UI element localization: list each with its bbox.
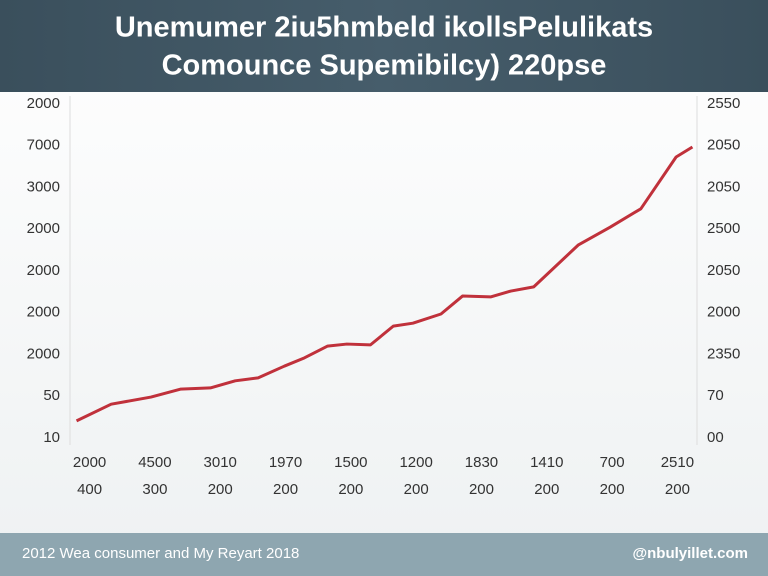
y2-tick-label: 2550: [707, 95, 740, 112]
footer-text: 2012 Wea consumer and My Reyart 2018: [22, 545, 299, 562]
x-tick-sublabel: 200: [404, 481, 429, 498]
y2-tick-label: 2000: [707, 304, 740, 321]
x-tick-label: 1970: [269, 454, 302, 471]
x-tick-sublabel: 200: [273, 481, 298, 498]
y-tick-label: 50: [43, 387, 60, 404]
x-tick-sublabel: 400: [77, 481, 102, 498]
y2-tick-label: 2500: [707, 220, 740, 237]
y-tick-label: 3000: [27, 178, 60, 195]
x-tick-label: 3010: [204, 454, 237, 471]
x-tick-sublabel: 200: [208, 481, 233, 498]
y-tick-label: 7000: [27, 137, 60, 154]
footer: [0, 533, 768, 576]
y-tick-label: 2000: [27, 345, 60, 362]
x-tick-sublabel: 300: [142, 481, 167, 498]
y2-tick-label: 2350: [707, 345, 740, 362]
x-tick-label: 1500: [334, 454, 367, 471]
header: [0, 0, 768, 92]
x-tick-sublabel: 200: [469, 481, 494, 498]
y2-tick-label: 2050: [707, 137, 740, 154]
line-series: [75, 145, 694, 423]
chart-title: Unemumer 2iu5hmbeld ikollsPelulikats: [115, 12, 653, 44]
x-tick-label: 2510: [661, 454, 694, 471]
y-tick-label: 10: [43, 429, 60, 446]
y2-tick-label: 2050: [707, 262, 740, 279]
y2-tick-label: 00: [707, 429, 724, 446]
x-tick-label: 4500: [138, 454, 171, 471]
y-tick-label: 2000: [27, 262, 60, 279]
x-tick-label: 700: [600, 454, 625, 471]
x-tick-sublabel: 200: [665, 481, 690, 498]
x-tick-sublabel: 200: [534, 481, 559, 498]
x-tick-label: 1830: [465, 454, 498, 471]
x-tick-label: 2000: [73, 454, 106, 471]
x-tick-sublabel: 200: [600, 481, 625, 498]
y-tick-label: 2000: [27, 95, 60, 112]
y2-tick-label: 70: [707, 387, 724, 404]
y-tick-label: 2000: [27, 220, 60, 237]
x-tick-label: 1200: [399, 454, 432, 471]
footer-text: @nbulyillet.com: [633, 545, 748, 562]
y-tick-label: 2000: [27, 304, 60, 321]
y2-tick-label: 2050: [707, 178, 740, 195]
x-tick-sublabel: 200: [338, 481, 363, 498]
x-tick-label: 1410: [530, 454, 563, 471]
chart-subtitle: Comounce Supemibilcy) 220pse: [162, 50, 607, 82]
